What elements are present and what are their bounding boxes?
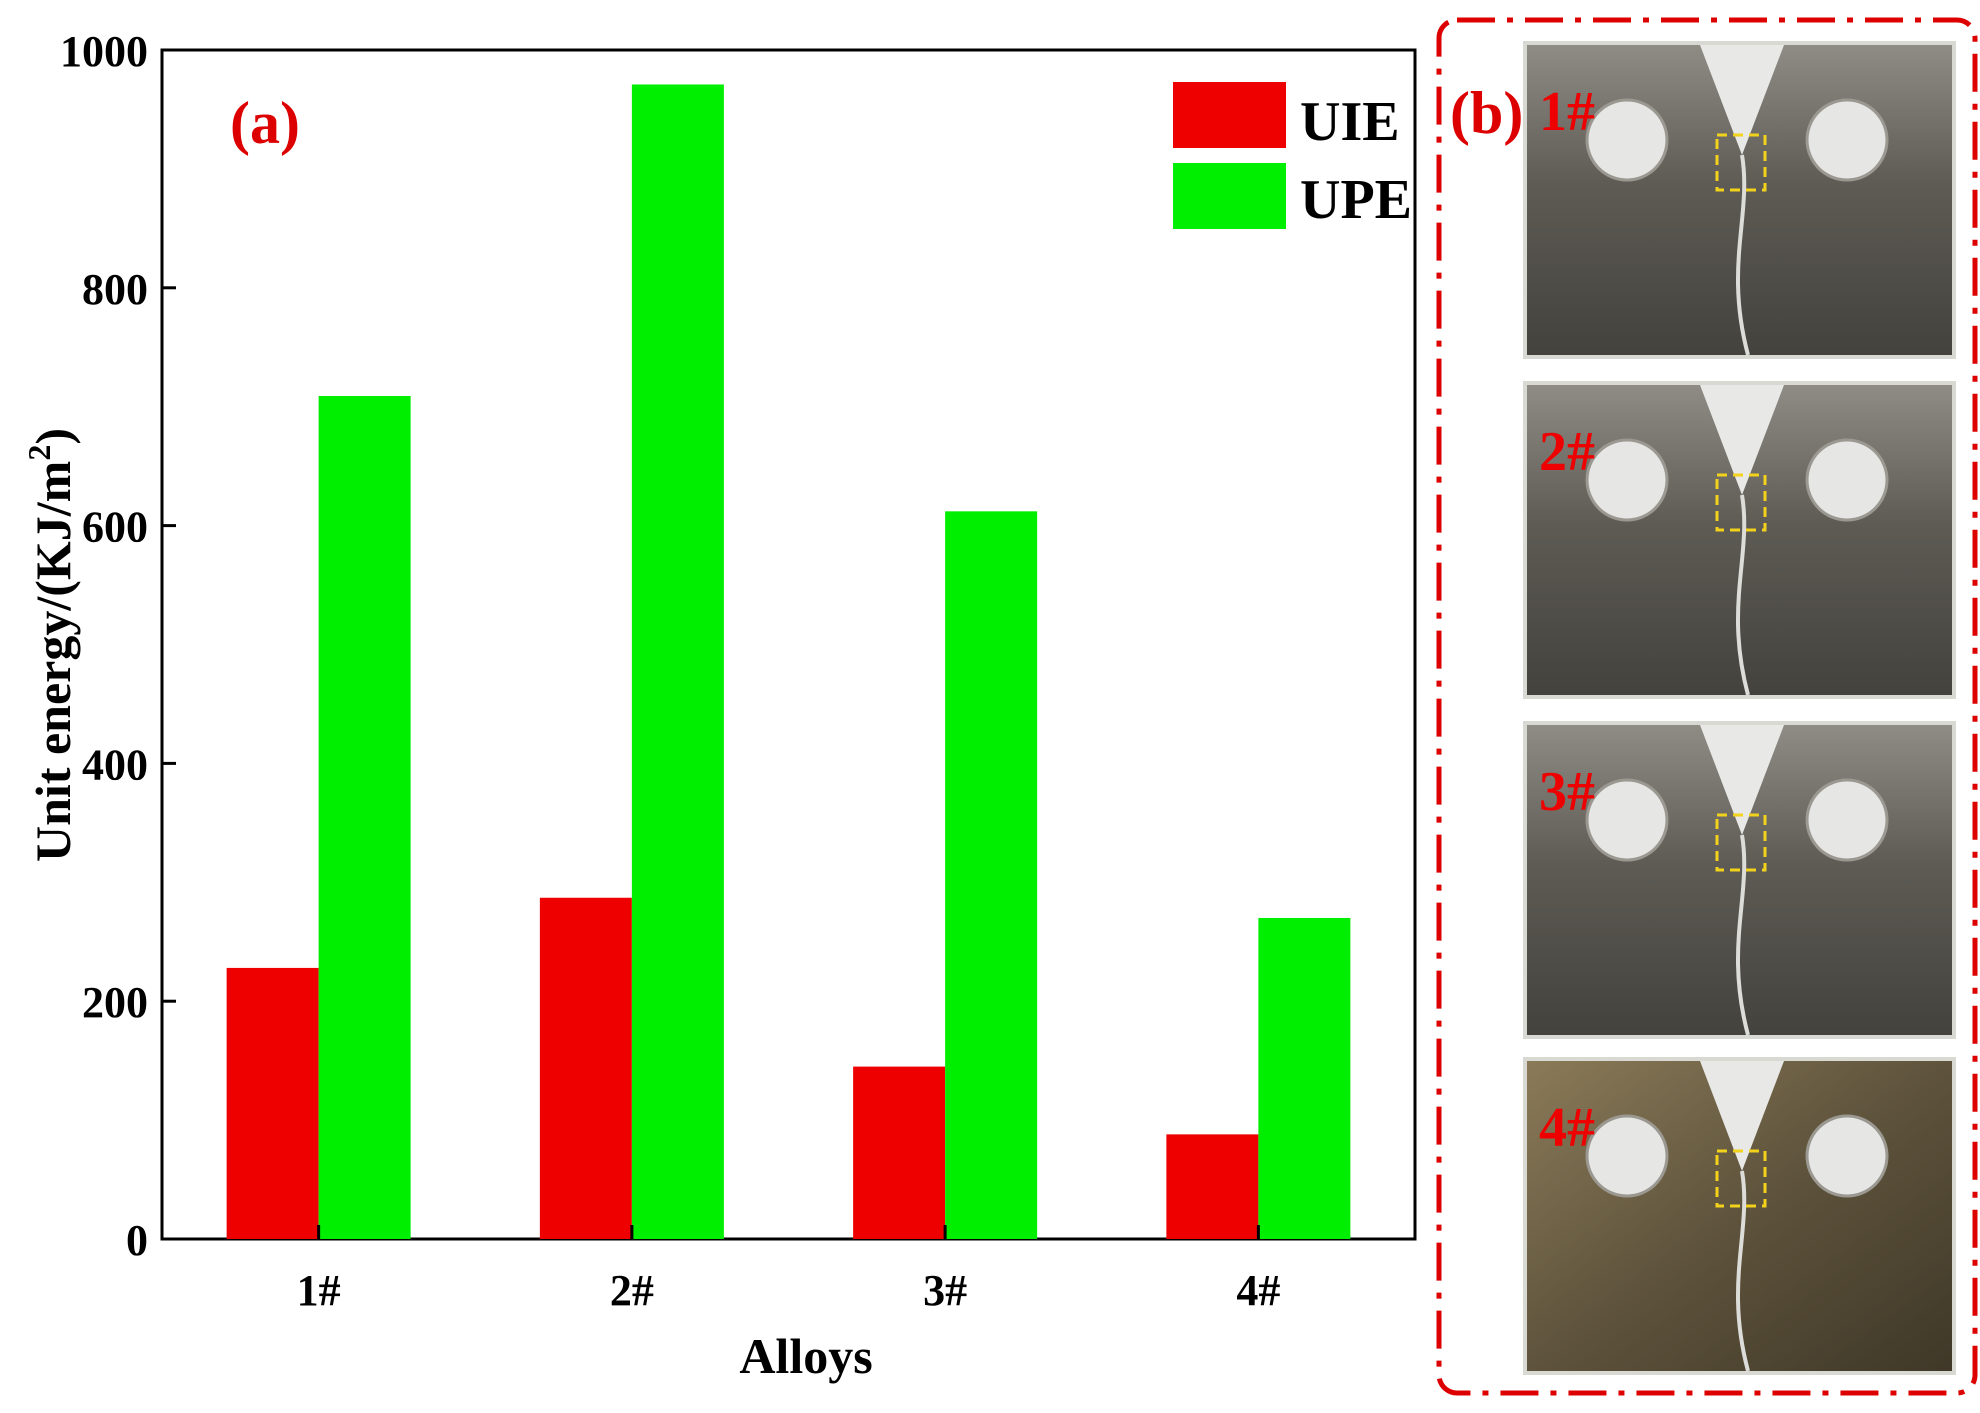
y-tick-label: 1000 — [60, 27, 148, 76]
bars — [226, 84, 1351, 1240]
bar-uie-4 — [1166, 1134, 1259, 1239]
pin-hole-left — [1585, 438, 1669, 522]
bar-uie-2 — [539, 897, 632, 1239]
x-tick-label: 4# — [1236, 1266, 1280, 1315]
bar-upe-1 — [318, 395, 411, 1239]
y-axis-title-superscript: 2 — [21, 445, 57, 461]
specimen-label: 4# — [1539, 1097, 1595, 1159]
specimen-label: 1# — [1539, 81, 1595, 143]
specimen-photo-4: 4# — [1523, 1057, 1956, 1375]
notch — [1700, 1061, 1784, 1171]
photo-panel-border — [1436, 17, 1978, 1396]
panel-b-label: (b) — [1450, 80, 1523, 146]
specimen-label: 2# — [1539, 421, 1595, 483]
legend: UIE UPE — [1173, 82, 1412, 231]
crack-path — [1736, 834, 1750, 1036]
legend-label-upe: UPE — [1300, 169, 1412, 231]
region-of-interest-box — [1715, 473, 1767, 532]
pin-hole-right — [1805, 778, 1889, 862]
x-tick-label: 3# — [923, 1266, 967, 1315]
y-axis-title-end: ) — [25, 428, 81, 445]
x-tick-label: 2# — [610, 1266, 654, 1315]
bar-upe-4 — [1258, 917, 1351, 1239]
bar-upe-3 — [945, 511, 1038, 1239]
bar-uie-1 — [226, 967, 319, 1239]
region-of-interest-box — [1715, 133, 1767, 192]
specimen-label: 3# — [1539, 761, 1595, 823]
y-tick-label: 600 — [82, 503, 148, 552]
notch — [1700, 385, 1784, 495]
y-tick-label: 0 — [126, 1216, 148, 1265]
notch — [1700, 725, 1784, 835]
pin-hole-left — [1585, 98, 1669, 182]
x-axis-ticks: 1# 2# 3# 4# — [297, 1225, 1280, 1315]
x-axis-title: Alloys — [739, 1328, 872, 1384]
y-axis-ticks: 0 200 400 600 800 1000 — [60, 27, 176, 1265]
panel-a-label: (a) — [230, 90, 300, 156]
y-tick-label: 800 — [82, 265, 148, 314]
crack-path — [1736, 154, 1750, 356]
pin-hole-right — [1805, 438, 1889, 522]
x-tick-label: 1# — [297, 1266, 341, 1315]
legend-swatch-upe — [1173, 163, 1286, 229]
region-of-interest-box — [1715, 1149, 1767, 1208]
specimen-photo-3: 3# — [1523, 721, 1956, 1039]
legend-label-uie: UIE — [1300, 91, 1400, 153]
crack-path — [1736, 494, 1750, 696]
pin-hole-right — [1805, 1114, 1889, 1198]
bar-upe-2 — [631, 84, 724, 1240]
specimen-photo-2: 2# — [1523, 381, 1956, 699]
y-tick-label: 200 — [82, 978, 148, 1027]
notch — [1700, 45, 1784, 155]
pin-hole-right — [1805, 98, 1889, 182]
y-axis-title-main: Unit energy/(KJ/m — [25, 461, 81, 862]
crack-path — [1736, 1170, 1750, 1372]
bar-chart: 0 200 400 600 800 1000 1# 2# 3# 4# (a) UIE UPE A… — [21, 27, 1417, 1384]
region-of-interest-box — [1715, 813, 1767, 872]
pin-hole-left — [1585, 778, 1669, 862]
specimen-photo-1: 1# — [1523, 41, 1956, 359]
y-axis-title: Unit energy/(KJ/m2) — [21, 428, 81, 862]
legend-swatch-uie — [1173, 82, 1286, 148]
bar-uie-3 — [853, 1066, 946, 1239]
specimen-photos: 1# 2# 3# 4# — [1523, 41, 1956, 1375]
specimen-photo-panel: (b) 1# 2# 3# 4# — [1436, 17, 1978, 1396]
plot-frame — [160, 48, 1417, 1241]
pin-hole-left — [1585, 1114, 1669, 1198]
y-tick-label: 400 — [82, 740, 148, 789]
